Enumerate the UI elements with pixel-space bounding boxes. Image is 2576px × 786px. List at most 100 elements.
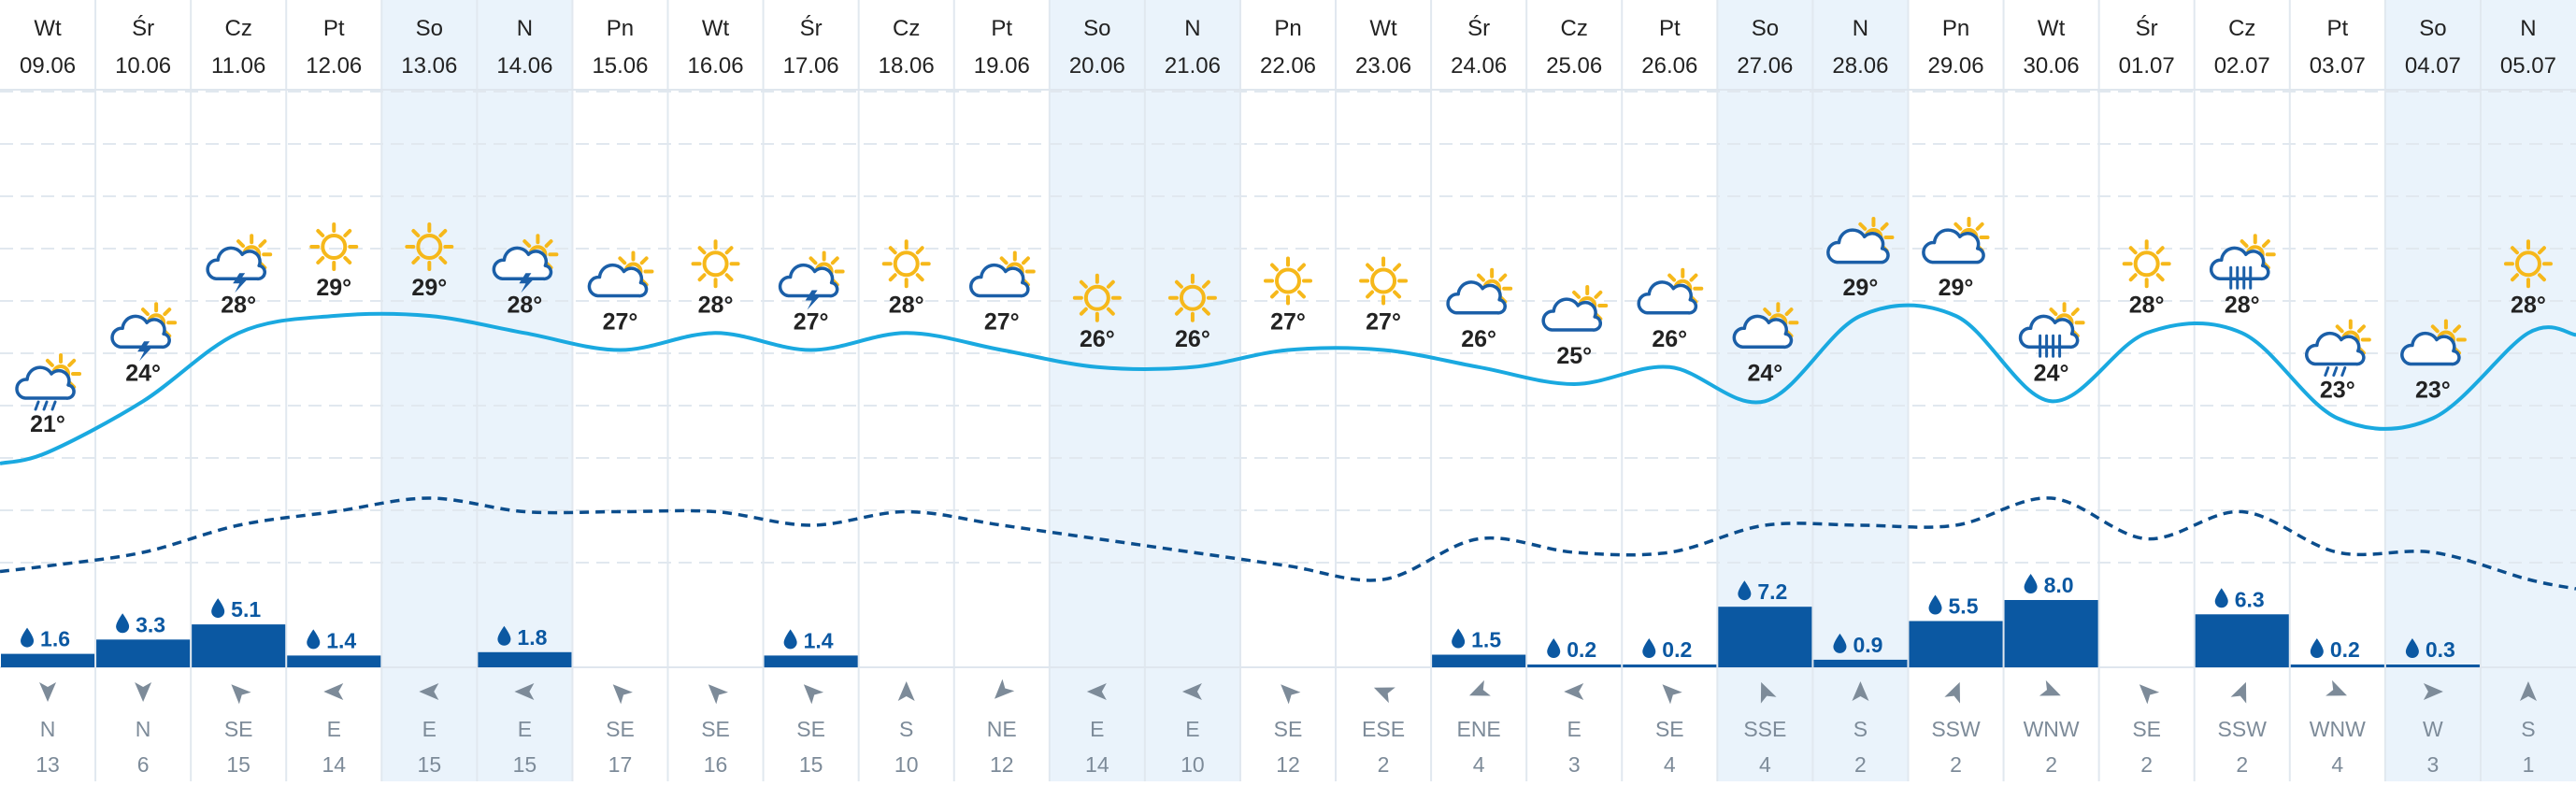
raindrop-icon <box>1452 628 1466 649</box>
precipitation-label: 0.3 <box>2426 637 2455 662</box>
wind-arrow-icon <box>1086 683 1107 701</box>
raindrop-icon <box>1928 594 1942 615</box>
temperature-labels: 21° 24° 28° 29° 29° 28° 27° 28° 27° 28° 27° 26° 26° 2… <box>30 275 2546 437</box>
cloud-shape <box>2209 246 2270 281</box>
precipitation-label: 0.2 <box>1662 637 1692 662</box>
temperature-label: 28° <box>508 292 543 318</box>
wind-direction-label: N <box>136 717 151 741</box>
raindrop-icon <box>2405 638 2419 659</box>
wind-speed-label: 3 <box>1568 752 1581 777</box>
temperature-label: 29° <box>316 275 351 301</box>
wind-arrow-icon <box>419 683 439 701</box>
temperature-label: 23° <box>2320 378 2355 404</box>
date-label: 01.07 <box>2119 53 2175 79</box>
wind-speed-label: 2 <box>2236 752 2248 777</box>
date-label: 23.06 <box>1355 53 1411 79</box>
precipitation-label: 5.1 <box>231 597 261 622</box>
wind-direction-label: SE <box>1655 717 1684 741</box>
temperature-label: 27° <box>1366 309 1401 336</box>
wind-arrow-icon <box>135 682 152 702</box>
date-label: 12.06 <box>306 53 362 79</box>
wind-arrow-icon <box>708 684 728 705</box>
precipitation-bar <box>764 655 858 667</box>
date-label: 15.06 <box>592 53 648 79</box>
temperature-label: 21° <box>30 411 65 437</box>
precipitation-label: 1.4 <box>804 628 834 652</box>
wind-speed-label: 15 <box>226 752 250 777</box>
rain-drop <box>42 400 49 411</box>
wind-direction-label: N <box>40 717 56 741</box>
temperature-label: 23° <box>2415 378 2451 404</box>
temperature-label: 26° <box>1652 326 1687 352</box>
day-of-week-label: Śr <box>2136 15 2158 41</box>
precipitation-bar <box>1432 654 1526 667</box>
cloud-shape <box>15 365 76 400</box>
temperature-label: 29° <box>1843 275 1879 301</box>
weekend-column-bg <box>1144 0 1240 781</box>
cloud-sun-storm-icon <box>778 250 845 310</box>
temperature-label: 27° <box>603 309 638 336</box>
raindrop-icon <box>1738 580 1752 601</box>
wind-speed-label: 4 <box>2331 752 2343 777</box>
wind-direction-label: S <box>899 717 913 741</box>
precipitation-label: 0.9 <box>1853 633 1882 657</box>
cloud-sun-rain-icon <box>2305 319 2371 377</box>
wind-speed-label: 2 <box>2045 752 2057 777</box>
cloud-shape <box>1637 280 1698 315</box>
temperature-label: 24° <box>1747 360 1782 386</box>
precipitation-bar <box>2290 665 2384 667</box>
sun-shape <box>1167 273 1217 322</box>
date-label: 28.06 <box>1832 53 1888 79</box>
cloud-shape <box>969 263 1030 298</box>
precipitation-bar <box>1909 621 2003 667</box>
temperature-label: 29° <box>411 275 447 301</box>
day-of-week-label: N <box>2520 16 2536 41</box>
cloud-shape <box>1541 297 1603 332</box>
wind-direction-label: E <box>1567 717 1581 741</box>
wind-speed-label: 10 <box>1181 752 1205 777</box>
wind-speed-label: 12 <box>990 752 1014 777</box>
wind-arrow-icon <box>2326 679 2347 696</box>
precipitation-label: 1.6 <box>40 627 70 651</box>
day-of-week-label: Cz <box>893 16 920 41</box>
date-label: 09.06 <box>20 53 76 79</box>
wind-direction-label: S <box>2521 717 2535 741</box>
date-label: 21.06 <box>1165 53 1221 79</box>
date-label: 02.07 <box>2214 53 2270 79</box>
date-label: 20.06 <box>1069 53 1125 79</box>
precipitation-label: 1.4 <box>326 628 356 652</box>
cloud-sun-icon <box>1922 217 1990 264</box>
wind-speed-label: 13 <box>36 752 60 777</box>
temperature-label: 26° <box>1461 326 1496 352</box>
header-row: Wt 09.06 Śr 10.06 Cz 11.06 Pt 12.06 So 13.06 N 14.0… <box>20 15 2556 79</box>
wind-speed-label: 2 <box>1950 752 1962 777</box>
wind-speed-label: 2 <box>1378 752 1390 777</box>
wind-direction-label: ENE <box>1456 717 1500 741</box>
wind-arrow-icon <box>1944 681 1961 704</box>
date-label: 03.07 <box>2310 53 2366 79</box>
wind-speed-label: 4 <box>1664 752 1676 777</box>
sun-shape <box>1359 256 1409 306</box>
cloud-shape <box>2305 331 2366 366</box>
day-of-week-label: Wt <box>2038 16 2066 41</box>
sun-icon <box>309 222 359 271</box>
day-of-week-label: Pt <box>991 16 1012 41</box>
wind-direction-label: SE <box>796 717 825 741</box>
day-of-week-label: Wt <box>34 16 62 41</box>
wind-speed-label: 1 <box>2523 752 2535 777</box>
cloud-shape <box>778 263 839 298</box>
cloud-sun-icon <box>1541 285 1609 332</box>
rain-drop <box>2332 366 2339 377</box>
day-of-week-label: Wt <box>702 16 730 41</box>
wind-speed-label: 14 <box>322 752 346 777</box>
precipitation-label: 1.5 <box>1471 628 1501 652</box>
cloud-sun-heavy-rain-icon <box>2018 302 2085 358</box>
wind-arrow-icon <box>2039 679 2061 696</box>
cloud-sun-icon <box>1637 267 1704 315</box>
wind-direction-label: E <box>518 717 532 741</box>
day-of-week-label: So <box>1752 16 1779 41</box>
sun-icon <box>1359 256 1409 306</box>
sun-shape <box>2503 239 2553 289</box>
